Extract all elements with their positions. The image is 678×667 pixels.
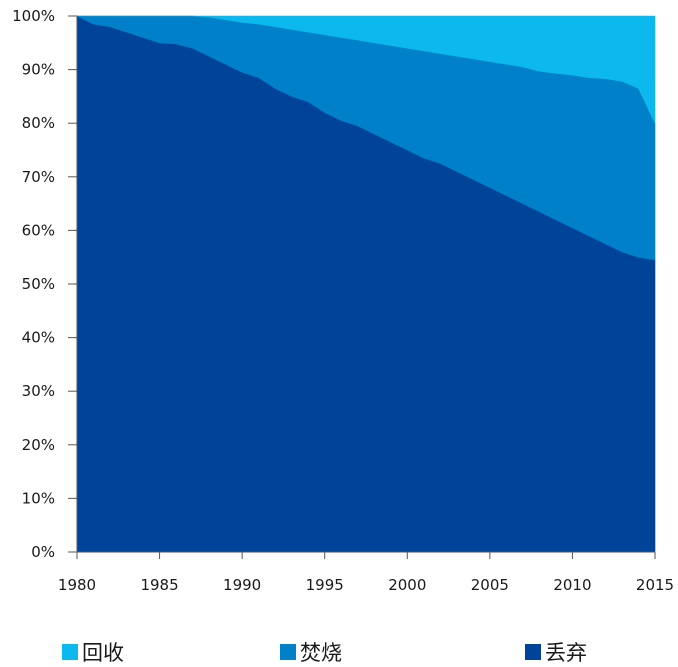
- legend-item-recycle: 回收: [62, 637, 124, 667]
- x-axis-ticks: 1980 1985 1990 1995 2000 2005 2010 2015: [58, 552, 674, 594]
- legend-item-incinerate: 焚烧: [280, 637, 342, 667]
- y-tick-label: 60%: [22, 221, 55, 239]
- y-tick-label: 80%: [22, 114, 55, 132]
- legend-swatch-incinerate: [280, 644, 296, 660]
- x-tick-label: 1980: [58, 576, 96, 594]
- area-series-2: [77, 15, 656, 124]
- x-tick-label: 2010: [553, 576, 591, 594]
- legend-label-recycle: 回收: [82, 641, 124, 665]
- y-tick-label: 50%: [22, 275, 55, 293]
- x-tick-label: 1990: [223, 576, 261, 594]
- x-tick-label: 2000: [388, 576, 426, 594]
- y-tick-label: 40%: [22, 329, 55, 347]
- legend-swatch-recycle: [62, 644, 78, 660]
- legend-item-discard: 丢弃: [525, 637, 587, 667]
- x-tick-label: 2005: [471, 576, 509, 594]
- y-tick-label: 0%: [31, 543, 55, 561]
- stacked-area-chart: 0%10%20%30%40%50%60%70%80%90%100% 1980 19…: [12, 7, 674, 594]
- area-layer: [76, 15, 656, 553]
- y-tick-label: 20%: [22, 436, 55, 454]
- y-tick-label: 30%: [22, 382, 55, 400]
- y-tick-label: 90%: [22, 61, 55, 79]
- y-tick-label: 70%: [22, 168, 55, 186]
- legend-label-incinerate: 焚烧: [300, 641, 342, 665]
- x-tick-label: 2015: [636, 576, 674, 594]
- legend-swatch-discard: [525, 644, 541, 660]
- y-tick-label: 100%: [12, 7, 55, 25]
- x-tick-label: 1985: [140, 576, 178, 594]
- y-axis-ticks: 0% 10% 20% 30% 40% 50% 60% 70% 80% 90% 100%: [12, 7, 77, 561]
- legend-label-discard: 丢弃: [545, 641, 587, 665]
- x-tick-label: 1995: [306, 576, 344, 594]
- y-tick-label: 10%: [22, 489, 55, 507]
